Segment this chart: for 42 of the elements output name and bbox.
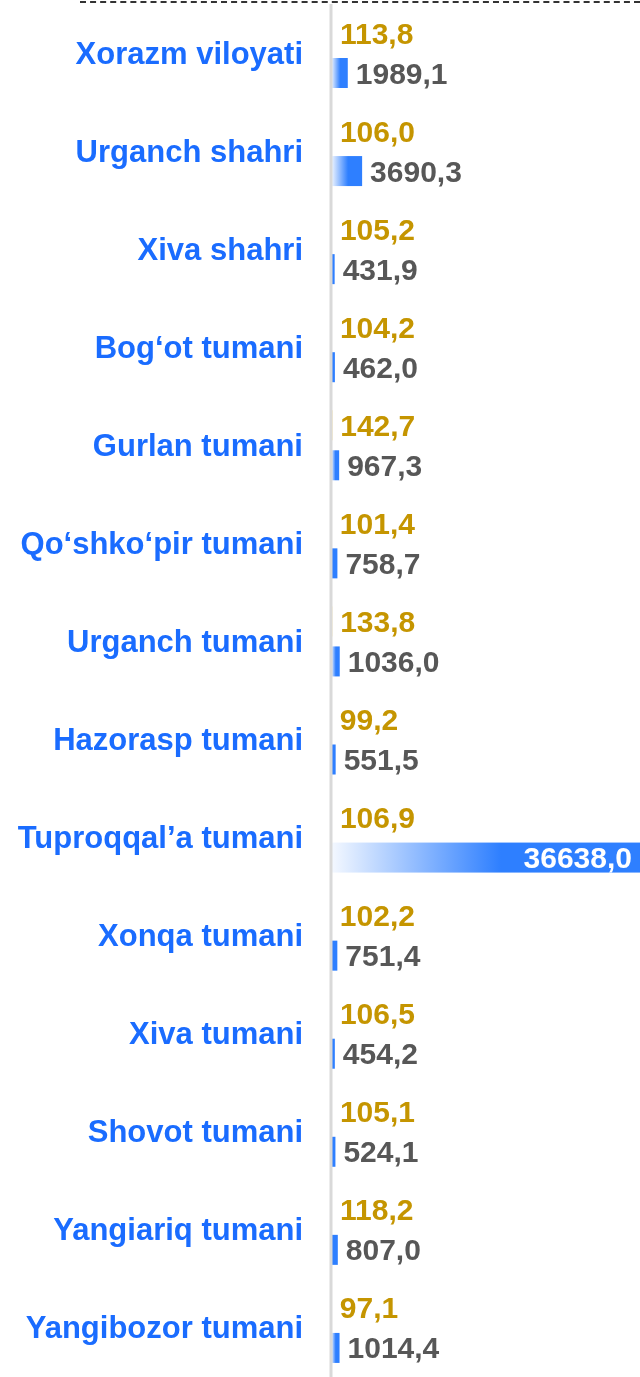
data-label: 3690,3 <box>370 154 462 188</box>
data-label: 967,3 <box>347 448 423 482</box>
data-label: 105,2 <box>339 212 415 246</box>
y-tick-label: Urganch tumani <box>67 623 303 659</box>
data-label: 1014,4 <box>347 1331 440 1365</box>
data-label: 454,2 <box>342 1037 418 1071</box>
data-label: 551,5 <box>343 743 419 776</box>
data-label: 36638,0 <box>523 841 632 875</box>
y-tick-label: Xorazm viloyati <box>75 35 303 71</box>
data-label: 758,7 <box>345 546 421 580</box>
data-label: 462,0 <box>342 350 418 384</box>
data-label: 133,8 <box>340 604 416 638</box>
data-label: 102,2 <box>339 899 415 933</box>
data-label: 113,8 <box>339 16 414 50</box>
data-label: 431,9 <box>342 252 418 286</box>
data-label: 1989,1 <box>355 56 448 90</box>
y-tick-label: Xiva tumani <box>129 1016 303 1052</box>
data-label: 99,2 <box>339 703 399 736</box>
data-label: 118,2 <box>340 1193 414 1227</box>
data-label: 751,4 <box>345 939 421 973</box>
y-tick-label: Bog‘ot tumani <box>94 329 303 365</box>
data-label: 807,0 <box>345 1233 421 1267</box>
data-label: 106,9 <box>339 801 415 835</box>
y-tick-label: Tuproqqal’a tumani <box>17 820 303 856</box>
y-tick-label: Yangiariq tumani <box>53 1212 303 1248</box>
y-tick-label: Shovot tumani <box>87 1114 303 1150</box>
data-label: 524,1 <box>343 1135 419 1169</box>
y-tick-label: Xonqa tumani <box>98 918 303 954</box>
y-tick-label: Yangibozor tumani <box>25 1310 303 1346</box>
y-tick-label: Gurlan tumani <box>92 427 303 463</box>
data-label: 106,0 <box>339 114 415 148</box>
y-tick-label: Xiva shahri <box>137 231 303 267</box>
data-label: 142,7 <box>340 408 416 442</box>
data-label: 104,2 <box>339 310 415 344</box>
data-label: 106,5 <box>339 997 415 1031</box>
data-label: 101,4 <box>339 506 416 540</box>
y-tick-label: Hazorasp tumani <box>53 722 303 758</box>
data-label: 105,1 <box>339 1095 415 1129</box>
data-label: 1036,0 <box>347 644 440 678</box>
y-tick-label: Qo‘shko‘pir tumani <box>20 525 303 561</box>
data-label: 97,1 <box>339 1291 399 1325</box>
y-tick-label: Urganch shahri <box>75 133 303 169</box>
